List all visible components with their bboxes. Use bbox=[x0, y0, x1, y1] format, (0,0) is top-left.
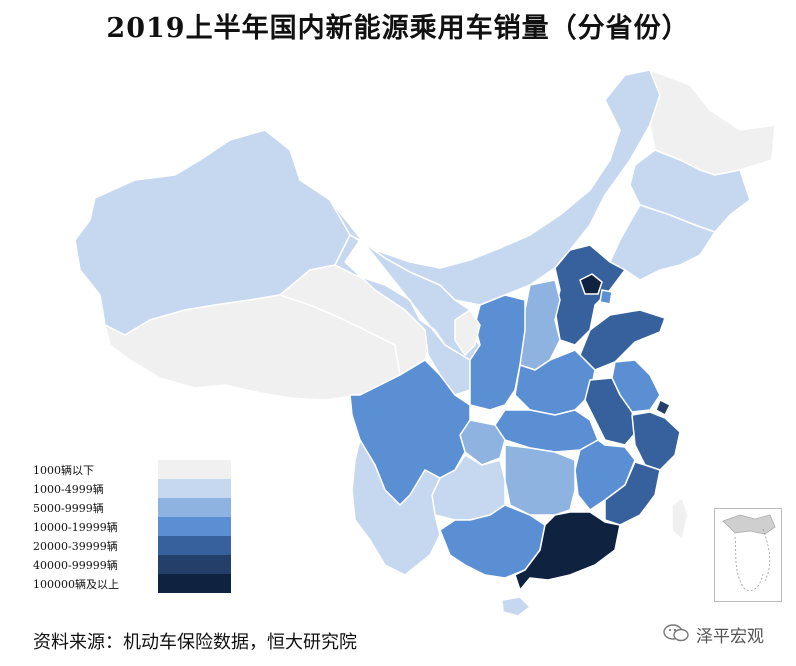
legend-swatch bbox=[158, 498, 231, 517]
legend-swatch bbox=[158, 517, 231, 536]
region-fujian bbox=[604, 461, 661, 526]
region-shaanxi bbox=[469, 294, 526, 411]
legend-label: 100000辆及以上 bbox=[33, 578, 119, 591]
legend-swatch bbox=[158, 574, 231, 593]
region-hunan bbox=[504, 444, 576, 516]
region-ningxia bbox=[454, 309, 481, 356]
south-china-sea-inset-map bbox=[722, 514, 776, 591]
legend-label: 20000-39999辆 bbox=[33, 540, 118, 553]
legend-swatch bbox=[158, 536, 231, 555]
legend-swatch bbox=[158, 460, 231, 479]
legend-label: 1000辆以下 bbox=[33, 464, 94, 477]
region-guangdong bbox=[514, 511, 621, 591]
legend-label: 40000-99999辆 bbox=[33, 559, 118, 572]
region-liaoning bbox=[609, 204, 716, 281]
legend-item: 1000-4999辆 bbox=[33, 479, 233, 498]
legend-item: 40000-99999辆 bbox=[33, 555, 233, 574]
region-zhejiang bbox=[631, 411, 681, 471]
legend-swatch bbox=[158, 479, 231, 498]
region-shanxi bbox=[519, 279, 561, 371]
legend-item: 100000辆及以上 bbox=[33, 574, 233, 593]
legend-label: 5000-9999辆 bbox=[33, 502, 104, 515]
region-taiwan bbox=[671, 497, 689, 541]
legend-label: 1000-4999辆 bbox=[33, 483, 104, 496]
legend-item: 1000辆以下 bbox=[33, 460, 233, 479]
legend-item: 10000-19999辆 bbox=[33, 517, 233, 536]
map-title: 2019上半年国内新能源乘用车销量（分省份） bbox=[106, 13, 690, 44]
south-china-sea-inset bbox=[714, 508, 782, 602]
region-anhui bbox=[584, 377, 639, 446]
region-hainan bbox=[501, 596, 531, 617]
legend-swatch bbox=[158, 555, 231, 574]
watermark-text: 泽平宏观 bbox=[696, 627, 764, 647]
region-tianjin bbox=[599, 289, 613, 305]
region-yunnan bbox=[351, 439, 441, 576]
legend-item: 20000-39999辆 bbox=[33, 536, 233, 555]
legend-item: 5000-9999辆 bbox=[33, 498, 233, 517]
source-note: 资料来源：机动车保险数据，恒大研究院 bbox=[33, 632, 357, 653]
wechat-icon bbox=[663, 624, 689, 642]
region-shanghai bbox=[655, 399, 671, 416]
region-beijing bbox=[579, 273, 603, 295]
legend-label: 10000-19999辆 bbox=[33, 521, 118, 534]
